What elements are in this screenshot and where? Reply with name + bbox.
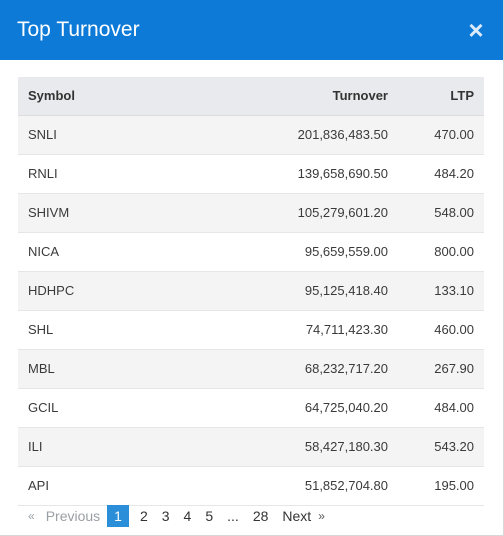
modal-header: Top Turnover × [0,0,503,60]
cell-turnover: 64,725,040.20 [158,388,398,428]
chevron-right-icon[interactable]: » [318,509,325,523]
cell-turnover: 95,125,418.40 [158,271,398,311]
cell-turnover: 95,659,559.00 [158,232,398,272]
cell-symbol: NICA [18,232,158,272]
cell-turnover: 68,232,717.20 [158,349,398,389]
cell-ltp: 133.10 [398,271,484,311]
table-row[interactable]: SHIVM 105,279,601.20 548.00 [18,193,484,233]
cell-symbol: API [18,466,158,506]
table-row[interactable]: SNLI 201,836,483.50 470.00 [18,115,484,155]
cell-ltp: 460.00 [398,310,484,350]
page-button-5[interactable]: 5 [205,508,214,524]
cell-symbol: MBL [18,349,158,389]
table-row[interactable]: NICA 95,659,559.00 800.00 [18,232,484,272]
cell-turnover: 105,279,601.20 [158,193,398,233]
table-row[interactable]: ILI 58,427,180.30 543.20 [18,427,484,467]
chevron-left-icon: « [28,509,35,523]
turnover-table-container: Symbol Turnover LTP SNLI 201,836,483.50 … [18,77,484,506]
page-button-4[interactable]: 4 [183,508,192,524]
table-row[interactable]: RNLI 139,658,690.50 484.20 [18,154,484,194]
cell-ltp: 543.20 [398,427,484,467]
table-row[interactable]: MBL 68,232,717.20 267.90 [18,349,484,389]
table-row[interactable]: GCIL 64,725,040.20 484.00 [18,388,484,428]
cell-symbol: HDHPC [18,271,158,311]
page-button-2[interactable]: 2 [139,508,148,524]
cell-ltp: 484.20 [398,154,484,194]
column-header-ltp[interactable]: LTP [398,77,484,116]
cell-ltp: 484.00 [398,388,484,428]
cell-symbol: ILI [18,427,158,467]
pagination-ellipsis: ... [227,508,239,524]
cell-symbol: RNLI [18,154,158,194]
cell-ltp: 548.00 [398,193,484,233]
next-page-button[interactable]: Next [282,508,312,524]
cell-turnover: 58,427,180.30 [158,427,398,467]
cell-turnover: 139,658,690.50 [158,154,398,194]
close-icon[interactable]: × [468,15,484,45]
previous-page-button[interactable]: Previous [45,508,101,524]
cell-symbol: SHL [18,310,158,350]
cell-turnover: 201,836,483.50 [158,115,398,155]
table-row[interactable]: API 51,852,704.80 195.00 [18,466,484,506]
cell-ltp: 195.00 [398,466,484,506]
table-header-row: Symbol Turnover LTP [18,77,484,116]
cell-turnover: 74,711,423.30 [158,310,398,350]
cell-symbol: GCIL [18,388,158,428]
cell-symbol: SNLI [18,115,158,155]
cell-ltp: 267.90 [398,349,484,389]
page-button-3[interactable]: 3 [161,508,170,524]
column-header-symbol[interactable]: Symbol [18,77,158,116]
column-header-turnover[interactable]: Turnover [158,77,398,116]
page-button-28[interactable]: 28 [252,508,269,524]
turnover-table: Symbol Turnover LTP SNLI 201,836,483.50 … [18,77,484,506]
cell-symbol: SHIVM [18,193,158,233]
table-row[interactable]: HDHPC 95,125,418.40 133.10 [18,271,484,311]
page-button-1[interactable]: 1 [107,505,129,527]
cell-turnover: 51,852,704.80 [158,466,398,506]
cell-ltp: 470.00 [398,115,484,155]
cell-ltp: 800.00 [398,232,484,272]
pagination: « Previous 1 2 3 4 5 ... 28 Next » [22,505,325,527]
table-row[interactable]: SHL 74,711,423.30 460.00 [18,310,484,350]
modal-title: Top Turnover [17,18,140,41]
